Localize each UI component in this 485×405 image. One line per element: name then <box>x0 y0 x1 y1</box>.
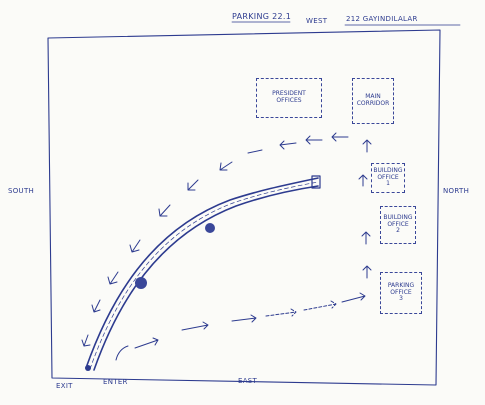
arrow-w10 <box>91 299 101 313</box>
arrow-e2 <box>134 337 159 349</box>
label-south: SOUTH <box>8 187 35 195</box>
main-corridor-box: MAIN CORRIDOR <box>352 78 394 124</box>
lot-boundary <box>47 29 441 386</box>
arrow-w8 <box>129 239 141 253</box>
enter-label: ENTER <box>103 378 128 386</box>
street-label: 212 GAYINDILALAR <box>346 15 418 23</box>
ramp-road-centerline <box>89 181 319 370</box>
ramp-road-end <box>311 175 321 189</box>
main-corridor-label: MAIN CORRIDOR <box>356 93 390 107</box>
building-office-1-label: BUILDING OFFICE 1 <box>373 166 403 188</box>
arrow-w1 <box>331 132 349 142</box>
arrow-w3 <box>279 140 297 150</box>
flow-arrows-east <box>115 292 366 361</box>
arrow-w5 <box>219 161 233 171</box>
ramp-road-inner <box>93 185 319 371</box>
arrow-e4 <box>231 314 257 323</box>
flow-arrows-north <box>358 139 372 279</box>
building-office-2-box: BUILDING OFFICE 2 <box>380 206 416 244</box>
parking-office-3-label: PARKING OFFICE 3 <box>387 281 415 303</box>
president-offices-label: PRESIDENT OFFICES <box>272 90 306 104</box>
arrow-n3 <box>361 231 371 245</box>
parking-office-3-box: PARKING OFFICE 3 <box>380 272 422 314</box>
arrow-n1 <box>362 139 372 153</box>
ramp-node-lower <box>135 277 147 289</box>
ramp-node-upper <box>205 223 215 233</box>
exit-label: EXIT <box>56 382 73 390</box>
arrow-n2 <box>358 174 368 187</box>
flow-arrows-west <box>81 132 349 347</box>
arrow-w2 <box>305 135 323 145</box>
exit-node <box>85 365 91 371</box>
building-office-1-box: BUILDING OFFICE 1 <box>371 163 405 193</box>
arrow-e3 <box>181 321 209 331</box>
arrow-e7 <box>341 292 366 303</box>
president-offices-box: PRESIDENT OFFICES <box>256 78 322 118</box>
building-office-2-label: BUILDING OFFICE 2 <box>383 213 413 235</box>
label-west: WEST <box>306 17 328 25</box>
label-east: EAST <box>238 377 258 385</box>
arrow-w9 <box>107 271 119 285</box>
arrow-n4 <box>362 265 372 279</box>
arrow-e5 <box>265 308 297 317</box>
arrow-w7 <box>158 204 171 217</box>
label-north: NORTH <box>443 187 470 195</box>
arrow-w6 <box>187 179 199 191</box>
ramp-road-outer <box>85 177 319 369</box>
arrow-e1 <box>115 345 129 361</box>
arrow-w4 <box>247 149 263 154</box>
page-title: PARKING 22.1 <box>232 12 292 21</box>
arrow-w11 <box>81 334 91 347</box>
arrow-e6 <box>303 300 337 311</box>
